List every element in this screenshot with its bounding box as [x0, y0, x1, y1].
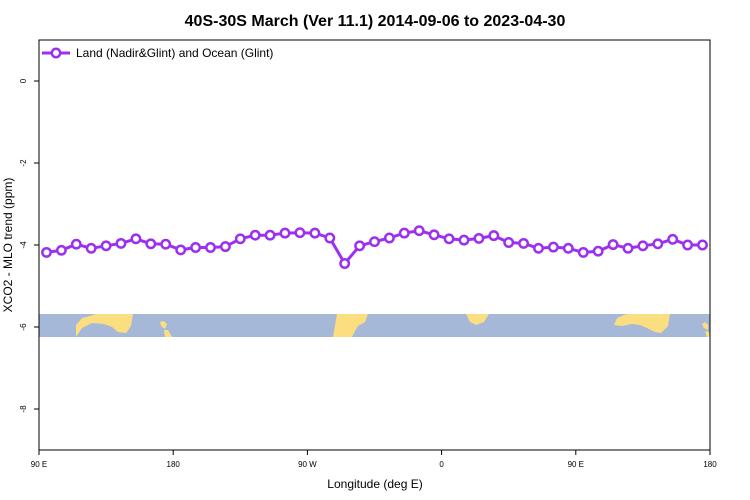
y-axis: 0 -2 -4 -6 -8 — [19, 78, 39, 413]
data-point — [190, 242, 202, 253]
data-point — [324, 232, 336, 244]
series-layer — [41, 225, 708, 269]
legend-label: Land (Nadir&Glint) and Ocean (Glint) — [76, 46, 273, 60]
data-point — [354, 240, 366, 252]
data-point — [473, 232, 485, 244]
data-point — [503, 237, 515, 248]
x-tick-label: 180 — [167, 460, 181, 469]
x-tick-label: 0 — [439, 460, 444, 469]
data-point — [219, 241, 231, 253]
map-strip — [39, 314, 710, 337]
data-point — [488, 230, 500, 242]
data-point — [607, 239, 619, 251]
x-tick-label: 90 E — [31, 460, 47, 469]
data-point — [697, 239, 708, 251]
data-point — [533, 242, 544, 254]
x-axis-label: Longitude (deg E) — [327, 477, 422, 491]
map-land-australia-repeat — [614, 314, 670, 333]
data-point — [383, 232, 395, 244]
data-point — [55, 244, 67, 256]
data-point — [458, 234, 470, 246]
data-point — [667, 233, 679, 245]
data-point — [294, 227, 306, 239]
data-point — [413, 225, 425, 237]
x-tick-label: 90 W — [298, 460, 317, 469]
data-point — [234, 233, 246, 245]
y-tick-label: -4 — [19, 241, 28, 249]
data-point — [652, 238, 664, 250]
x-tick-label: 180 — [703, 460, 717, 469]
map-land-south-africa — [466, 314, 489, 325]
x-axis: 90 E 180 90 W 0 90 E 180 — [31, 450, 717, 469]
data-point — [264, 229, 276, 241]
data-point — [145, 238, 157, 250]
data-point — [309, 227, 321, 239]
data-point — [279, 227, 291, 239]
data-point — [547, 241, 559, 253]
data-point — [518, 237, 530, 249]
map-land-tasmania — [160, 321, 167, 329]
map-land-new-zealand-repeat — [705, 331, 710, 337]
y-tick-label: 0 — [19, 78, 28, 83]
map-land-south-america — [333, 314, 368, 337]
data-point — [41, 246, 52, 258]
map-land-australia — [76, 314, 133, 337]
data-point — [592, 245, 604, 257]
data-point — [369, 236, 380, 248]
y-tick-label: -6 — [19, 323, 28, 331]
data-point — [70, 238, 82, 250]
map-land-new-zealand — [164, 330, 172, 337]
legend: Land (Nadir&Glint) and Ocean (Glint) — [42, 46, 273, 60]
data-point — [175, 244, 187, 256]
data-point — [443, 233, 455, 245]
data-point — [249, 229, 261, 241]
map-ocean — [39, 314, 710, 337]
y-tick-label: -2 — [19, 159, 28, 167]
y-tick-label: -8 — [19, 405, 28, 413]
data-point — [622, 242, 634, 254]
data-point — [682, 239, 694, 251]
chart-title: 40S-30S March (Ver 11.1) 2014-09-06 to 2… — [185, 13, 566, 30]
data-point — [115, 237, 127, 249]
data-point — [637, 240, 649, 252]
x-tick-label: 90 E — [568, 460, 584, 469]
data-point — [562, 242, 574, 254]
data-point — [428, 229, 440, 241]
data-point — [160, 238, 172, 250]
data-point — [130, 233, 142, 245]
legend-marker — [50, 47, 62, 59]
data-point — [398, 227, 410, 239]
y-axis-label: XCO2 - MLO trend (ppm) — [1, 178, 15, 313]
data-point — [100, 240, 112, 252]
data-point — [205, 242, 216, 253]
map-land-tasmania-repeat — [702, 322, 708, 330]
data-point — [85, 242, 97, 254]
data-point — [577, 246, 589, 258]
data-point — [339, 258, 351, 269]
